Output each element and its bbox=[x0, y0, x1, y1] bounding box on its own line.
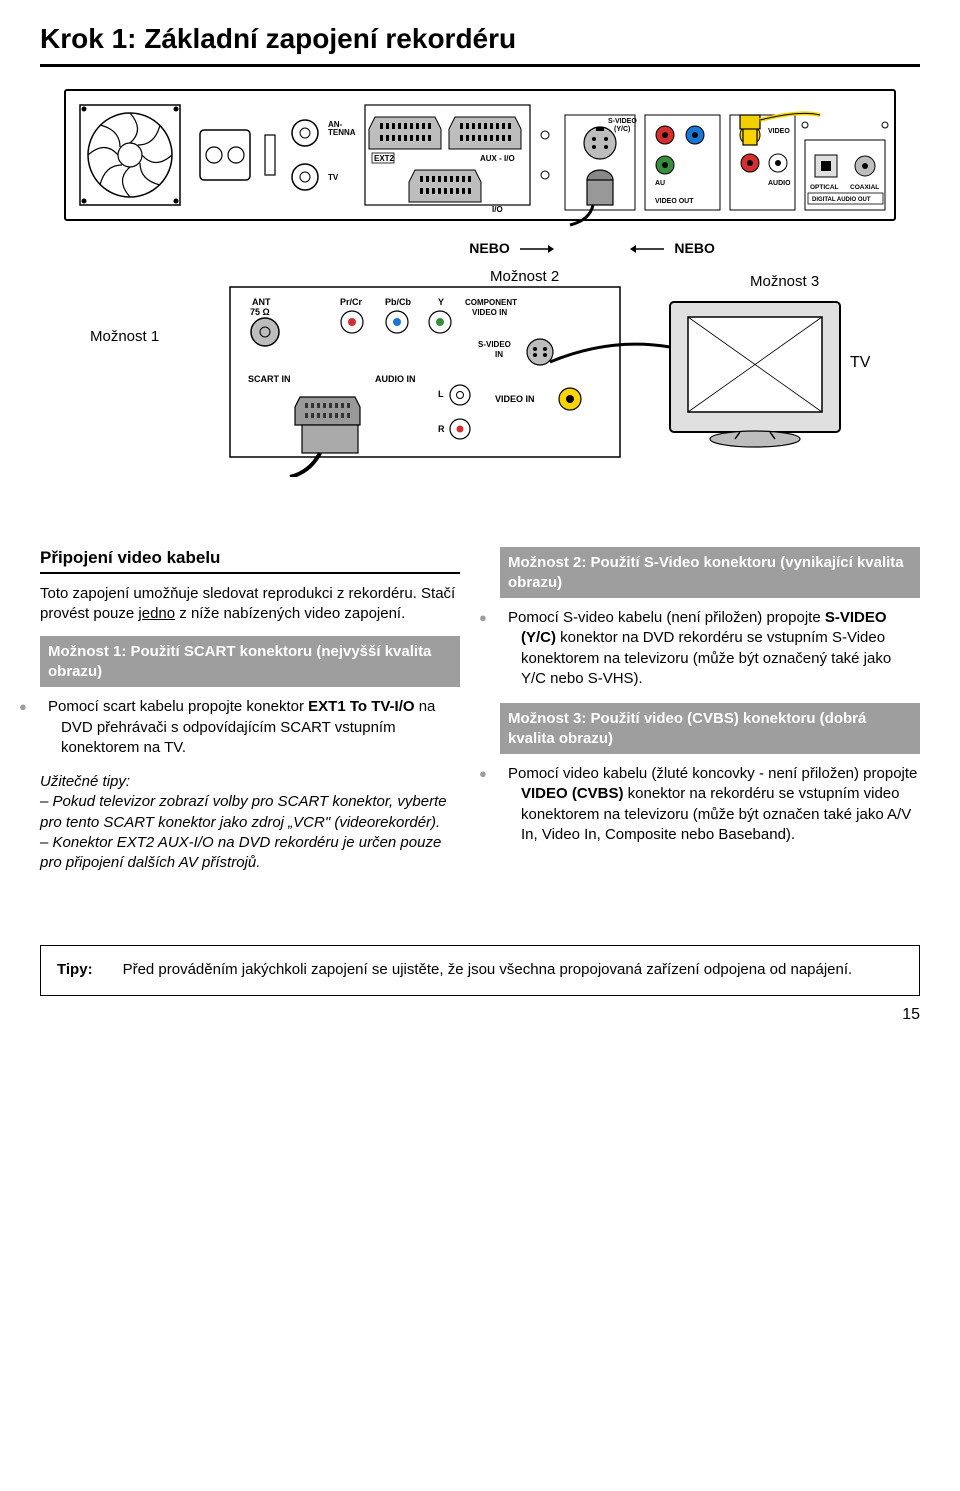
coaxial-label: COAXIAL bbox=[850, 184, 879, 191]
nebo-row: NEBO NEBO bbox=[40, 239, 920, 259]
svg-text:75 Ω: 75 Ω bbox=[250, 307, 270, 317]
intro-paragraph: Toto zapojení umožňuje sledovat reproduk… bbox=[40, 584, 460, 625]
svg-text:IN: IN bbox=[495, 350, 503, 359]
nebo-label-2: NEBO bbox=[674, 239, 714, 258]
ext2-label: EXT2 bbox=[374, 154, 395, 163]
svg-text:TENNA: TENNA bbox=[328, 128, 356, 137]
svg-text:VIDEO IN: VIDEO IN bbox=[472, 308, 507, 317]
tips-text: Před prováděním jakýchkoli zapojení se u… bbox=[123, 960, 903, 980]
svg-text:AUDIO IN: AUDIO IN bbox=[375, 374, 416, 384]
tv-label: TV bbox=[850, 354, 871, 371]
svg-text:S-VIDEO: S-VIDEO bbox=[608, 118, 637, 125]
option3-box: Možnost 3: Použití video (CVBS) konektor… bbox=[500, 703, 920, 754]
page-number: 15 bbox=[40, 1004, 920, 1026]
option3-bullet: Pomocí video kabelu (žluté koncovky - ne… bbox=[500, 764, 920, 845]
option1-bullet: Pomocí scart kabelu propojte konektor EX… bbox=[40, 697, 460, 758]
options-row: Možnost 1 Možnost 2 Možnost 3 ANT 75 Ω S… bbox=[40, 267, 920, 477]
svg-text:S-VIDEO: S-VIDEO bbox=[478, 340, 511, 349]
svg-text:VIDEO IN: VIDEO IN bbox=[495, 394, 535, 404]
option2-box: Možnost 2: Použití S-Video konektoru (vy… bbox=[500, 547, 920, 598]
svg-text:Pb/Cb: Pb/Cb bbox=[385, 297, 412, 307]
tv-coax-label: TV bbox=[328, 173, 339, 182]
tips-label: Tipy: bbox=[57, 960, 93, 980]
connection-diagram: AN- TENNA TV EXT2 AUX - I/O I/O S-VIDEO … bbox=[40, 85, 920, 477]
svg-text:R: R bbox=[438, 424, 445, 434]
svg-text:(Y/C): (Y/C) bbox=[614, 126, 630, 133]
tv-icon bbox=[670, 302, 840, 447]
left-column: Připojení video kabelu Toto zapojení umo… bbox=[40, 547, 460, 885]
tips-footer-box: Tipy: Před prováděním jakýchkoli zapojen… bbox=[40, 945, 920, 995]
useful-tips: Užitečné tipy: – Pokud televizor zobrazí… bbox=[40, 772, 460, 873]
svg-text:L: L bbox=[438, 389, 444, 399]
svg-text:AU: AU bbox=[655, 180, 665, 187]
digital-out-label: DIGITAL AUDIO OUT bbox=[812, 197, 871, 203]
tv-panel-svg: ANT 75 Ω SCART IN Pr/Cr Pb/Cb Y COMPONEN… bbox=[40, 267, 880, 477]
svg-text:Y: Y bbox=[438, 297, 444, 307]
svg-text:Pr/Cr: Pr/Cr bbox=[340, 297, 363, 307]
optical-label: OPTICAL bbox=[810, 184, 839, 191]
recorder-rear-svg: AN- TENNA TV EXT2 AUX - I/O I/O S-VIDEO … bbox=[60, 85, 900, 235]
right-column: Možnost 2: Použití S-Video konektoru (vy… bbox=[500, 547, 920, 885]
io-label: I/O bbox=[492, 205, 503, 214]
scart-in-label: SCART IN bbox=[248, 374, 291, 384]
nebo-label-1: NEBO bbox=[469, 239, 509, 258]
svg-text:VIDEO: VIDEO bbox=[768, 128, 790, 135]
aux-label: AUX - I/O bbox=[480, 154, 515, 163]
option2-bullet: Pomocí S-video kabelu (není přiložen) pr… bbox=[500, 608, 920, 689]
page-title: Krok 1: Základní zapojení rekordéru bbox=[40, 20, 920, 67]
svg-text:ANT: ANT bbox=[252, 297, 271, 307]
option1-box: Možnost 1: Použití SCART konektoru (nejv… bbox=[40, 636, 460, 687]
svg-text:COMPONENT: COMPONENT bbox=[465, 298, 517, 307]
audio-label: AUDIO bbox=[768, 180, 791, 187]
video-out-label: VIDEO OUT bbox=[655, 198, 694, 205]
section-heading: Připojení video kabelu bbox=[40, 547, 460, 574]
